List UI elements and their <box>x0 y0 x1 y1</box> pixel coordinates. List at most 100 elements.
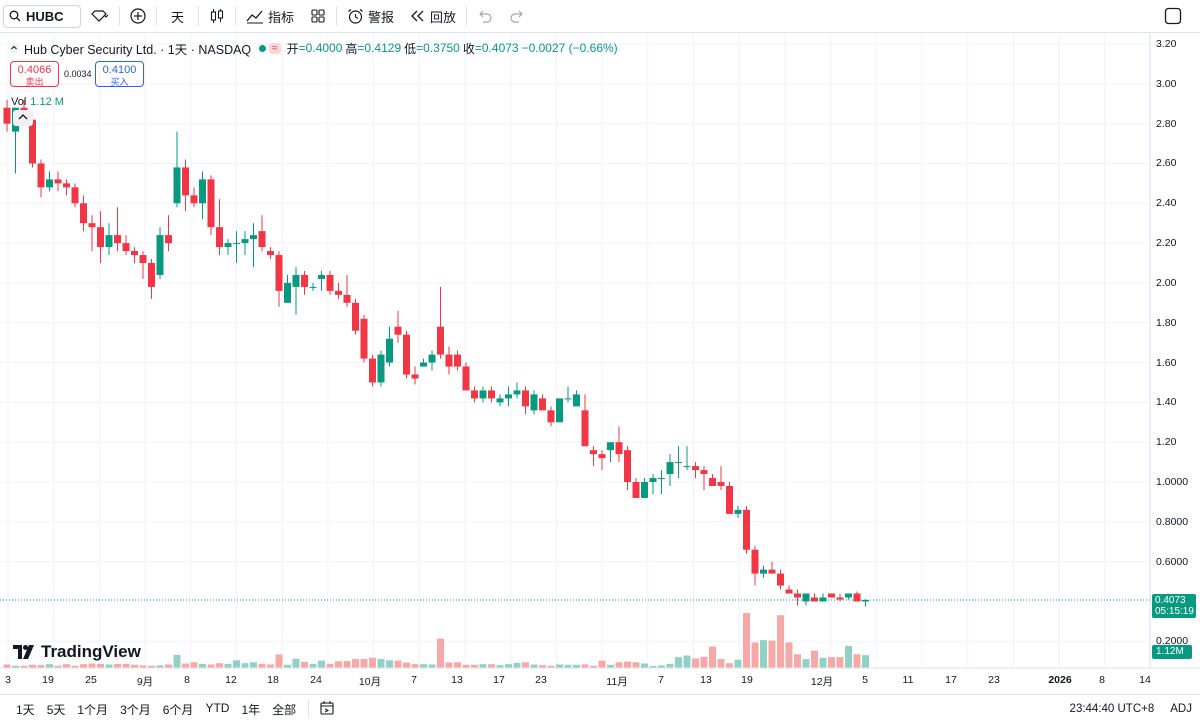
chart-type-button[interactable] <box>201 0 233 33</box>
candle-body <box>360 318 368 359</box>
favorites-button[interactable] <box>83 0 117 33</box>
candle-body <box>258 231 266 248</box>
candle-body <box>539 398 546 411</box>
candle-body <box>641 482 648 498</box>
sell-button[interactable]: 0.4066 卖出 <box>10 61 59 87</box>
range-button[interactable]: 6个月 <box>162 702 194 717</box>
buy-button[interactable]: 0.4100 买入 <box>95 61 144 87</box>
candle-body <box>190 195 198 204</box>
replay-button[interactable]: 回放 <box>402 0 464 33</box>
volume-bar <box>496 665 504 668</box>
candle-body <box>411 374 419 379</box>
plus-circle-icon <box>130 8 146 24</box>
candle-body <box>182 167 189 196</box>
candle-body <box>734 509 742 514</box>
divider <box>198 6 200 26</box>
volume-bar <box>607 664 614 668</box>
time-tick-label: 19 <box>42 674 54 686</box>
layouts-button[interactable] <box>302 0 334 33</box>
tv-logo-icon <box>13 645 34 659</box>
collapse-legend-button[interactable] <box>13 110 33 126</box>
indicators-button[interactable]: 指标 <box>238 0 302 33</box>
volume-bar <box>641 663 648 668</box>
candle-body <box>581 410 589 447</box>
date-range-button[interactable] <box>315 700 339 719</box>
time-tick-label: 23 <box>535 674 547 686</box>
candle-body <box>675 462 682 464</box>
volume-bar <box>386 660 393 668</box>
volume-bar <box>29 664 36 668</box>
alarm-clock-icon <box>347 8 364 25</box>
range-button[interactable]: 3个月 <box>120 702 151 717</box>
volume-bar <box>479 664 487 668</box>
range-button[interactable]: 全部 <box>272 702 297 717</box>
volume-bar <box>97 663 104 668</box>
chevron-up-icon[interactable] <box>8 42 20 54</box>
time-tick-label: 2026 <box>1048 674 1072 686</box>
price-tick-label: 2.80 <box>1156 117 1177 130</box>
volume-bar <box>445 662 453 668</box>
volume-bar <box>454 662 461 668</box>
candle-body <box>326 274 334 291</box>
volume-label: Vol <box>11 96 27 108</box>
symbol-search[interactable]: HUBC <box>3 4 81 28</box>
volume-bar <box>403 662 410 668</box>
range-button[interactable]: 5天 <box>46 702 66 717</box>
range-button[interactable]: YTD <box>205 700 230 715</box>
volume-bar <box>522 662 529 668</box>
compare-button[interactable] <box>122 0 154 33</box>
indicators-icon <box>246 8 264 24</box>
volume-bar <box>717 659 725 668</box>
volume-bar <box>12 665 19 668</box>
volume-bar <box>156 665 164 668</box>
interval-button[interactable]: 天 <box>171 9 185 25</box>
candle-body <box>717 482 725 487</box>
candle-body <box>37 163 45 188</box>
volume-bar <box>505 664 512 668</box>
undo-button[interactable] <box>469 0 501 33</box>
volume-bar <box>675 657 682 668</box>
volume-bar <box>683 655 691 668</box>
candle-body <box>369 358 376 383</box>
tradingview-logo[interactable]: TradingView <box>13 642 141 662</box>
volume-bar <box>819 657 827 668</box>
range-button[interactable]: 1个月 <box>77 702 109 717</box>
volume-bar <box>241 663 249 668</box>
volume-bar <box>802 659 810 668</box>
open-value: =0.4000 <box>298 41 343 55</box>
time-tick-label: 3 <box>5 674 11 686</box>
candle-body <box>462 366 470 391</box>
time-tick-label: 24 <box>310 674 322 686</box>
candle-body <box>700 470 708 475</box>
divider <box>119 6 120 26</box>
candle-body <box>785 589 793 594</box>
volume-bar <box>309 663 317 668</box>
clock[interactable]: 23:44:40 UTC+8 <box>1069 703 1155 715</box>
volume-bar <box>224 663 232 668</box>
adj-toggle[interactable]: ADJ <box>1170 703 1192 715</box>
time-tick-label: 12 <box>225 674 237 686</box>
alert-button[interactable]: 警报 <box>339 0 402 33</box>
range-button[interactable]: 1年 <box>241 702 261 717</box>
candle-body <box>547 410 555 423</box>
fullscreen-button[interactable] <box>1164 7 1182 30</box>
candle-body <box>845 593 852 598</box>
close-value: =0.4073 <box>474 41 519 55</box>
indicators-label: 指标 <box>268 9 295 25</box>
price-chart[interactable] <box>0 34 1200 694</box>
candle-body <box>649 478 657 483</box>
volume-bar <box>513 662 521 668</box>
range-button[interactable]: 1天 <box>16 702 35 717</box>
redo-icon <box>510 10 523 23</box>
current-price-badge: 0.4073 05:15:19 <box>1152 594 1196 618</box>
volume-bar <box>63 664 70 668</box>
volume-bar <box>437 638 444 668</box>
grid-icon <box>311 9 325 23</box>
buy-label: 买入 <box>110 77 129 87</box>
candle-body <box>267 251 274 256</box>
volume-bar <box>335 661 342 668</box>
volume-bar <box>828 657 835 668</box>
volume-bar <box>182 663 189 668</box>
redo-button[interactable] <box>501 0 533 33</box>
low-label: 低 <box>404 41 417 56</box>
